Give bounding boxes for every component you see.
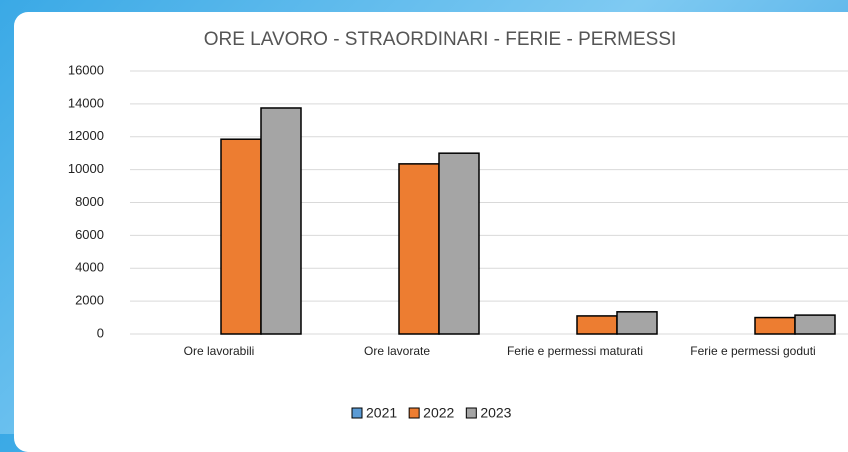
legend-swatch xyxy=(465,407,477,419)
y-tick-label: 14000 xyxy=(68,95,104,110)
bar xyxy=(398,163,440,335)
bar xyxy=(438,152,480,335)
legend-label: 2022 xyxy=(423,405,454,421)
y-tick-label: 16000 xyxy=(68,62,104,77)
page: {"chart_data": {"type": "bar", "title": … xyxy=(0,0,848,434)
bar xyxy=(576,315,618,335)
y-tick-label: 10000 xyxy=(68,161,104,176)
bar xyxy=(260,107,302,335)
y-tick-label: 12000 xyxy=(68,128,104,143)
legend-label: 2021 xyxy=(366,405,397,421)
x-tick-label: Ferie e permessi maturati xyxy=(507,344,643,358)
y-tick-label: 0 xyxy=(97,325,104,340)
bar xyxy=(794,314,836,335)
x-tick-label: Ore lavorate xyxy=(364,344,430,358)
y-tick-label: 6000 xyxy=(75,227,104,242)
bar xyxy=(754,316,796,335)
y-tick-label: 8000 xyxy=(75,194,104,209)
chart-title: ORE LAVORO - STRAORDINARI - FERIE - PERM… xyxy=(204,29,677,50)
legend-swatch xyxy=(351,407,363,419)
chart: ORE LAVORO - STRAORDINARI - FERIE - PERM… xyxy=(68,29,848,421)
bar xyxy=(220,138,262,335)
y-tick-label: 2000 xyxy=(75,293,104,308)
y-tick-label: 4000 xyxy=(75,260,104,275)
legend-label: 2023 xyxy=(480,405,511,421)
x-tick-label: Ferie e permessi goduti xyxy=(690,344,815,358)
bar xyxy=(616,311,658,335)
legend-swatch xyxy=(408,407,420,419)
x-tick-label: Ore lavorabili xyxy=(184,344,255,358)
